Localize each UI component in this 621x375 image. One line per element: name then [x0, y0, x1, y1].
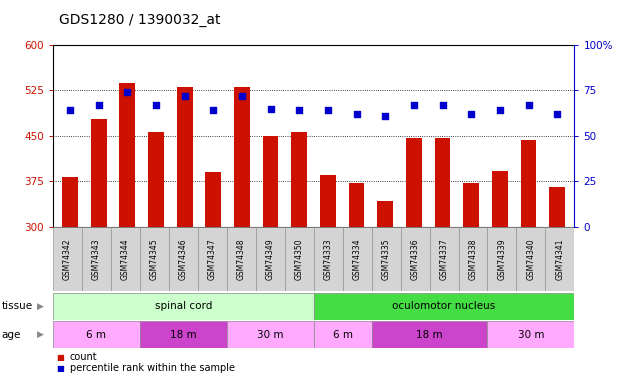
- Bar: [487, 227, 517, 291]
- Bar: [430, 227, 458, 291]
- Point: [208, 108, 218, 114]
- Text: GSM74345: GSM74345: [150, 238, 159, 280]
- Text: 30 m: 30 m: [518, 330, 544, 339]
- Point: [294, 108, 304, 114]
- Text: GSM74349: GSM74349: [266, 238, 274, 280]
- Text: GSM74341: GSM74341: [555, 238, 564, 279]
- Bar: [62, 177, 78, 227]
- Bar: [545, 227, 574, 291]
- Point: [65, 108, 75, 114]
- Bar: [314, 292, 574, 320]
- Bar: [82, 227, 111, 291]
- Text: 6 m: 6 m: [86, 330, 106, 339]
- Bar: [140, 227, 169, 291]
- Bar: [263, 136, 278, 227]
- Text: GSM74342: GSM74342: [63, 238, 72, 279]
- Bar: [435, 138, 450, 227]
- Text: GSM74338: GSM74338: [468, 238, 478, 279]
- Text: GSM74346: GSM74346: [179, 238, 188, 280]
- Bar: [492, 171, 508, 227]
- Bar: [140, 321, 227, 348]
- Bar: [487, 321, 574, 348]
- Text: percentile rank within the sample: percentile rank within the sample: [70, 363, 235, 373]
- Text: 6 m: 6 m: [333, 330, 353, 339]
- Point: [237, 93, 247, 99]
- Text: GSM74336: GSM74336: [410, 238, 420, 280]
- Bar: [314, 227, 343, 291]
- Text: tissue: tissue: [1, 301, 32, 311]
- Point: [495, 108, 505, 114]
- Bar: [256, 227, 284, 291]
- Text: ■: ■: [56, 364, 64, 373]
- Bar: [53, 321, 140, 348]
- Text: GSM74339: GSM74339: [497, 238, 507, 280]
- Bar: [206, 172, 221, 227]
- Bar: [91, 119, 107, 227]
- Bar: [320, 176, 336, 227]
- Point: [351, 111, 361, 117]
- Text: ▶: ▶: [37, 330, 44, 339]
- Point: [380, 113, 390, 119]
- Point: [409, 102, 419, 108]
- Point: [151, 102, 161, 108]
- Text: count: count: [70, 352, 97, 362]
- Bar: [53, 292, 314, 320]
- Text: ■: ■: [56, 353, 64, 362]
- Bar: [177, 87, 193, 227]
- Bar: [371, 321, 487, 348]
- Text: GSM74337: GSM74337: [440, 238, 448, 280]
- Bar: [517, 227, 545, 291]
- Bar: [284, 227, 314, 291]
- Bar: [458, 227, 487, 291]
- Point: [122, 89, 132, 95]
- Bar: [371, 227, 401, 291]
- Text: GSM74350: GSM74350: [294, 238, 304, 280]
- Point: [438, 102, 448, 108]
- Bar: [520, 140, 537, 227]
- Point: [552, 111, 562, 117]
- Text: 18 m: 18 m: [416, 330, 443, 339]
- Point: [323, 108, 333, 114]
- Text: GSM74335: GSM74335: [381, 238, 391, 280]
- Text: GSM74333: GSM74333: [324, 238, 333, 280]
- Point: [524, 102, 533, 108]
- Point: [179, 93, 189, 99]
- Bar: [197, 227, 227, 291]
- Bar: [349, 183, 365, 227]
- Bar: [111, 227, 140, 291]
- Bar: [406, 138, 422, 227]
- Bar: [234, 87, 250, 227]
- Point: [466, 111, 476, 117]
- Text: spinal cord: spinal cord: [155, 301, 212, 311]
- Text: 18 m: 18 m: [170, 330, 196, 339]
- Bar: [53, 227, 82, 291]
- Bar: [227, 227, 256, 291]
- Text: age: age: [1, 330, 20, 339]
- Text: GSM74334: GSM74334: [353, 238, 361, 280]
- Text: GSM74340: GSM74340: [527, 238, 535, 280]
- Text: ▶: ▶: [37, 302, 44, 310]
- Point: [266, 106, 276, 112]
- Text: GSM74343: GSM74343: [92, 238, 101, 280]
- Bar: [314, 321, 371, 348]
- Bar: [169, 227, 197, 291]
- Text: GSM74344: GSM74344: [120, 238, 130, 280]
- Bar: [463, 183, 479, 227]
- Text: 30 m: 30 m: [257, 330, 283, 339]
- Bar: [343, 227, 371, 291]
- Bar: [148, 132, 164, 227]
- Text: oculomotor nucleus: oculomotor nucleus: [392, 301, 496, 311]
- Bar: [291, 132, 307, 227]
- Bar: [227, 321, 314, 348]
- Point: [94, 102, 104, 108]
- Text: GSM74347: GSM74347: [207, 238, 217, 280]
- Bar: [378, 201, 393, 227]
- Text: GSM74348: GSM74348: [237, 238, 246, 279]
- Text: GDS1280 / 1390032_at: GDS1280 / 1390032_at: [59, 13, 220, 27]
- Bar: [401, 227, 430, 291]
- Bar: [119, 82, 135, 227]
- Bar: [550, 188, 565, 227]
